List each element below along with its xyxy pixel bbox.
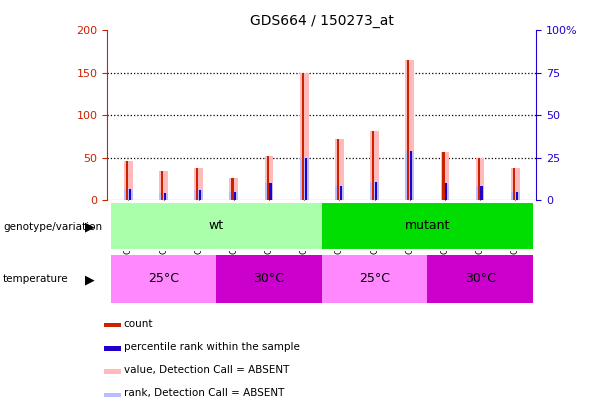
Bar — [513, 168, 515, 200]
Text: genotype/variation: genotype/variation — [3, 222, 102, 232]
Bar — [405, 151, 414, 200]
Bar — [164, 193, 166, 200]
Bar — [104, 369, 121, 374]
Bar — [511, 168, 520, 200]
Bar — [302, 73, 304, 200]
Text: 30°C: 30°C — [254, 272, 284, 285]
Bar — [476, 158, 484, 200]
Bar — [370, 131, 379, 200]
Bar — [126, 160, 128, 200]
Bar — [511, 192, 520, 200]
Text: percentile rank within the sample: percentile rank within the sample — [123, 342, 299, 352]
Text: 25°C: 25°C — [148, 272, 179, 285]
Bar — [305, 158, 306, 200]
Bar — [441, 183, 449, 200]
Bar — [104, 346, 121, 351]
Bar — [405, 60, 414, 200]
Bar — [340, 186, 342, 200]
Bar — [445, 183, 447, 200]
Bar — [265, 183, 273, 200]
Bar — [234, 192, 237, 200]
Bar — [337, 139, 339, 200]
Bar — [410, 151, 412, 200]
Bar — [229, 177, 238, 200]
Bar — [111, 255, 216, 303]
Bar — [124, 189, 133, 200]
Title: GDS664 / 150273_at: GDS664 / 150273_at — [250, 14, 394, 28]
Bar — [267, 156, 268, 200]
Text: count: count — [123, 319, 153, 328]
Text: rank, Detection Call = ABSENT: rank, Detection Call = ABSENT — [123, 388, 284, 399]
Bar — [159, 171, 168, 200]
Bar — [199, 190, 201, 200]
Bar — [129, 189, 131, 200]
Bar — [335, 139, 344, 200]
Bar — [107, 200, 536, 371]
Bar — [104, 323, 121, 327]
Text: ▶: ▶ — [85, 220, 95, 233]
Bar — [124, 160, 133, 200]
Bar — [375, 182, 377, 200]
Bar — [322, 202, 533, 250]
Bar — [476, 186, 484, 200]
Bar — [194, 168, 203, 200]
Bar — [216, 255, 322, 303]
Text: 25°C: 25°C — [359, 272, 390, 285]
Bar — [481, 186, 482, 200]
Text: ▶: ▶ — [85, 273, 95, 286]
Bar — [161, 171, 163, 200]
Bar — [478, 158, 480, 200]
Text: wt: wt — [209, 219, 224, 232]
Bar — [229, 192, 238, 200]
Bar — [322, 255, 427, 303]
Bar — [441, 152, 449, 200]
Bar — [407, 60, 409, 200]
Bar — [159, 193, 168, 200]
Bar — [196, 168, 199, 200]
Bar — [443, 152, 444, 200]
Bar — [300, 158, 308, 200]
Bar — [111, 202, 322, 250]
Text: temperature: temperature — [3, 275, 69, 284]
Bar — [370, 182, 379, 200]
Bar — [194, 190, 203, 200]
Bar — [335, 186, 344, 200]
Bar — [265, 156, 273, 200]
Text: 30°C: 30°C — [465, 272, 495, 285]
Bar — [104, 393, 121, 397]
Bar — [300, 73, 308, 200]
Text: value, Detection Call = ABSENT: value, Detection Call = ABSENT — [123, 365, 289, 375]
Bar — [516, 192, 518, 200]
Bar — [427, 255, 533, 303]
Bar — [372, 131, 374, 200]
Text: mutant: mutant — [405, 219, 450, 232]
Bar — [270, 183, 272, 200]
Bar — [232, 177, 234, 200]
